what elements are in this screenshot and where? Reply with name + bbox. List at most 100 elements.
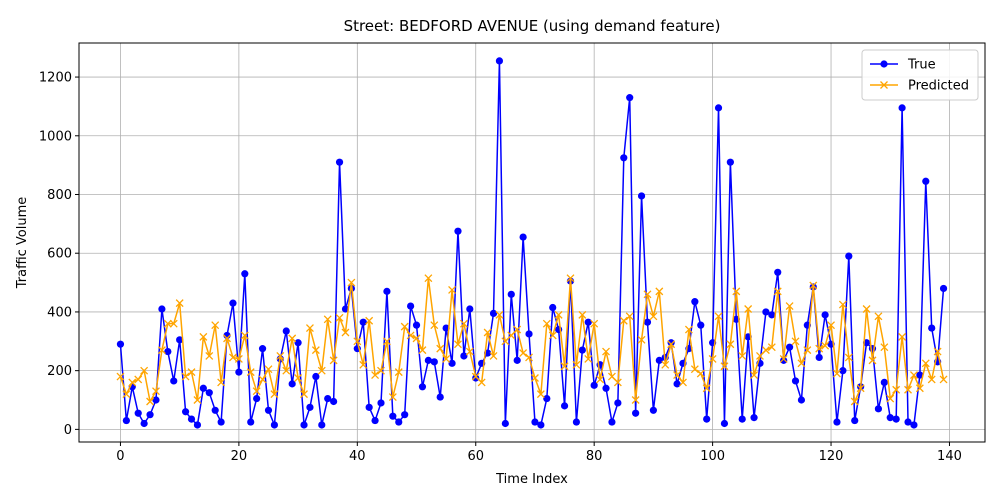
data-point-predicted (424, 274, 433, 283)
data-point-true (922, 177, 930, 185)
y-axis-label: Traffic Volume (15, 197, 30, 290)
data-point-predicted (477, 378, 486, 387)
data-point-predicted (791, 337, 800, 346)
y-tick-label: 1200 (39, 71, 72, 86)
data-point-predicted (359, 360, 368, 369)
data-point-predicted (128, 378, 137, 387)
data-point-true (608, 418, 616, 426)
data-point-predicted (211, 321, 220, 330)
data-point-predicted (436, 344, 445, 353)
plot-frame (78, 42, 986, 443)
data-point-true (401, 411, 409, 419)
data-point-predicted (193, 396, 202, 404)
data-point-true (288, 380, 296, 388)
x-tick-label: 0 (116, 449, 124, 464)
data-point-predicted (418, 346, 427, 355)
data-point-predicted (850, 397, 859, 406)
data-point-true (750, 414, 758, 422)
data-point-predicted (531, 374, 539, 382)
data-point-predicted (631, 396, 640, 404)
data-point-true (341, 305, 350, 313)
data-point-true (264, 406, 273, 414)
data-point-predicted (223, 334, 231, 343)
data-point-predicted (785, 302, 794, 311)
data-point-true (330, 397, 338, 406)
data-point-predicted (122, 390, 131, 399)
data-point-true (152, 396, 160, 404)
data-point-predicted (146, 397, 155, 406)
data-point-true (495, 57, 504, 65)
data-point-predicted (827, 321, 835, 330)
data-point-predicted (590, 319, 599, 328)
data-point-predicted (862, 305, 871, 313)
data-point-true (519, 233, 527, 241)
y-tick-label: 800 (47, 188, 72, 203)
data-point-true (324, 394, 332, 403)
data-point-true (851, 416, 859, 425)
data-point-true (720, 419, 729, 428)
data-point-predicted (596, 375, 605, 384)
data-point-predicted (833, 369, 841, 378)
data-point-true (590, 381, 598, 389)
data-point-true (300, 421, 308, 429)
data-point-predicted (578, 310, 587, 319)
data-point-predicted (821, 341, 830, 350)
data-point-predicted (880, 343, 889, 352)
legend-marker-true (880, 60, 888, 68)
data-point-true (436, 393, 444, 401)
x-tick-label: 100 (700, 449, 725, 464)
data-point-predicted (756, 352, 764, 360)
data-point-predicted (513, 325, 522, 334)
data-point-true (537, 421, 545, 429)
data-point-true (181, 408, 190, 416)
data-point-predicted (536, 390, 545, 399)
data-point-true (726, 158, 734, 166)
data-point-predicted (229, 353, 237, 362)
data-point-predicted (679, 378, 687, 387)
data-point-predicted (294, 374, 303, 382)
data-point-predicted (282, 366, 291, 375)
data-point-predicted (927, 375, 936, 384)
data-point-predicted (300, 390, 308, 399)
data-point-true (472, 374, 480, 382)
data-point-predicted (305, 324, 314, 333)
data-point-true (258, 345, 267, 353)
data-point-true (655, 356, 663, 364)
data-point-predicted (525, 353, 533, 362)
data-point-predicted (442, 354, 451, 363)
data-point-true (898, 104, 906, 112)
data-point-true (620, 154, 628, 162)
data-point-predicted (797, 359, 806, 368)
data-point-true (466, 305, 474, 313)
data-point-predicted (625, 312, 634, 321)
data-point-true (365, 403, 373, 411)
data-point-true (211, 406, 219, 414)
data-point-true (531, 418, 539, 426)
data-point-predicted (157, 346, 166, 355)
data-point-predicted (252, 387, 261, 396)
data-point-predicted (702, 384, 711, 393)
data-point-predicted (388, 393, 397, 402)
data-point-predicted (288, 334, 297, 343)
data-point-true (673, 380, 681, 388)
data-point-true (253, 394, 261, 403)
x-tick-label: 60 (467, 449, 484, 464)
data-point-true (318, 421, 326, 429)
data-point-predicted (566, 274, 575, 283)
data-point-true (430, 358, 438, 366)
data-point-predicted (382, 337, 391, 346)
data-point-predicted (412, 334, 421, 343)
data-point-predicted (572, 360, 581, 369)
data-point-true (821, 311, 829, 319)
data-point-predicted (489, 352, 498, 360)
data-point-predicted (341, 328, 350, 337)
data-point-predicted (311, 346, 320, 355)
data-point-true (217, 418, 225, 426)
data-point-true (335, 158, 344, 166)
data-point-predicted (507, 331, 516, 340)
y-tick-label: 400 (47, 305, 72, 320)
y-tick-label: 1000 (39, 129, 72, 144)
data-point-true (762, 308, 770, 316)
